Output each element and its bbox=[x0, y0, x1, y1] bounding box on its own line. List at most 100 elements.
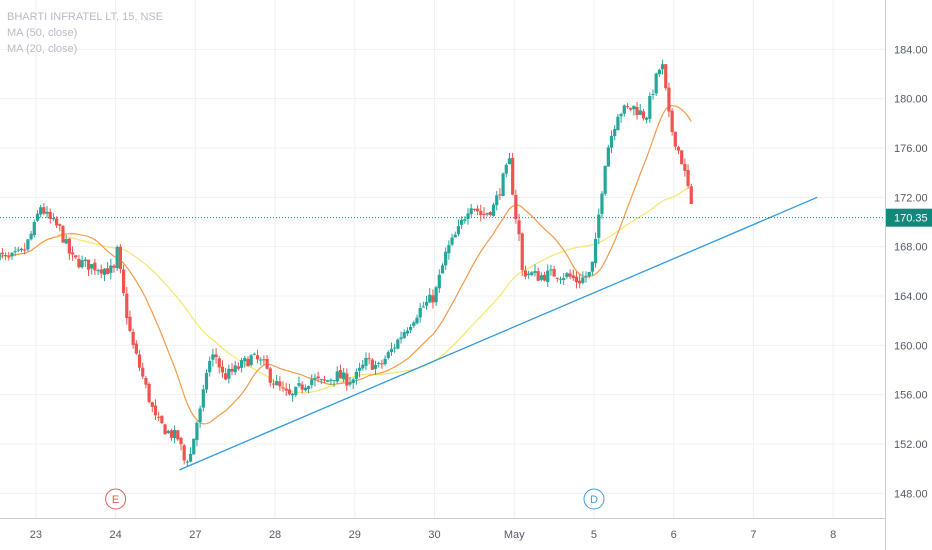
ma20-line bbox=[0, 105, 692, 425]
event-marker-label: D bbox=[590, 494, 598, 506]
candle-body bbox=[147, 383, 151, 402]
candle-body bbox=[405, 330, 410, 334]
candle-body bbox=[265, 358, 269, 369]
candle-body bbox=[26, 239, 30, 250]
candle-body bbox=[364, 358, 368, 366]
candle-body bbox=[93, 262, 97, 271]
candle-body bbox=[141, 367, 145, 377]
candle-body bbox=[10, 252, 14, 257]
candle-body bbox=[153, 405, 158, 416]
candle-body bbox=[683, 164, 687, 171]
candle-body bbox=[504, 164, 508, 174]
candle-body bbox=[638, 110, 642, 115]
candle-body bbox=[16, 249, 20, 251]
candle-body bbox=[35, 213, 40, 221]
candle-body bbox=[558, 279, 563, 281]
candle-body bbox=[641, 111, 646, 119]
candle-body bbox=[329, 379, 333, 381]
candle-body bbox=[179, 437, 183, 445]
x-tick-label: May bbox=[504, 529, 525, 541]
candle-body bbox=[345, 373, 349, 386]
candle-body bbox=[291, 393, 295, 396]
candle-body bbox=[593, 238, 598, 264]
candle-body bbox=[294, 386, 298, 396]
candle-body bbox=[389, 348, 394, 353]
candle-body bbox=[482, 213, 486, 215]
candle-body bbox=[7, 256, 11, 258]
candle-body bbox=[275, 381, 279, 386]
candle-body bbox=[501, 173, 505, 197]
candle-body bbox=[361, 364, 365, 369]
candle-body bbox=[555, 277, 559, 279]
candle-body bbox=[600, 193, 604, 214]
y-tick-label: 164.00 bbox=[894, 291, 928, 303]
candle-body bbox=[19, 248, 24, 251]
ma50-legend-label[interactable]: MA (50, close) bbox=[7, 27, 78, 39]
candle-body bbox=[48, 211, 52, 219]
candle-body bbox=[409, 326, 413, 331]
candle-body bbox=[236, 366, 240, 369]
event-marker-label: E bbox=[112, 494, 119, 506]
candle-body bbox=[469, 208, 473, 215]
candle-body bbox=[319, 379, 323, 381]
candle-body bbox=[686, 170, 690, 186]
candle-body bbox=[115, 246, 119, 269]
candle-body bbox=[517, 220, 521, 235]
candle-body bbox=[402, 332, 406, 338]
candle-body bbox=[217, 358, 221, 368]
candle-body bbox=[96, 270, 100, 272]
candle-body bbox=[144, 378, 148, 385]
candle-body bbox=[332, 380, 336, 382]
candle-body bbox=[530, 272, 534, 275]
candle-body bbox=[386, 352, 390, 358]
candle-body bbox=[300, 384, 304, 390]
candle-body bbox=[166, 430, 170, 434]
candle-body bbox=[204, 372, 209, 390]
candle-body bbox=[287, 389, 292, 395]
candle-body bbox=[125, 293, 129, 318]
candle-body bbox=[0, 252, 4, 255]
candle-body bbox=[262, 359, 266, 361]
candle-body bbox=[3, 255, 8, 257]
candle-body bbox=[479, 210, 483, 215]
candle-body bbox=[370, 359, 374, 370]
y-tick-label: 172.00 bbox=[894, 192, 928, 204]
candle-body bbox=[584, 276, 588, 278]
candle-body bbox=[635, 106, 639, 116]
ma20-legend-label[interactable]: MA (20, close) bbox=[7, 43, 78, 55]
candle-body bbox=[367, 358, 371, 360]
candle-body bbox=[80, 260, 84, 268]
candle-body bbox=[536, 271, 540, 281]
candle-body bbox=[447, 245, 451, 254]
candle-body bbox=[542, 274, 547, 281]
candle-body bbox=[246, 359, 250, 367]
candle-body bbox=[613, 128, 617, 137]
candle-body bbox=[546, 270, 550, 283]
candle-body bbox=[472, 208, 476, 210]
candle-body bbox=[549, 269, 553, 271]
candle-body bbox=[233, 365, 237, 373]
symbol-title[interactable]: BHARTI INFRATEL LT, 15, NSE bbox=[7, 11, 164, 23]
candle-body bbox=[173, 430, 177, 439]
candle-body bbox=[380, 363, 384, 365]
grid bbox=[0, 0, 885, 518]
candle-body bbox=[176, 430, 180, 440]
x-tick-label: 27 bbox=[189, 529, 201, 541]
candle-body bbox=[629, 107, 633, 110]
event-marker-e bbox=[105, 488, 127, 510]
candle-body bbox=[67, 238, 71, 254]
x-tick-label: 24 bbox=[109, 529, 121, 541]
candle-body bbox=[259, 359, 263, 361]
candle-body bbox=[415, 317, 419, 324]
candle-body bbox=[434, 287, 438, 303]
candle-body bbox=[587, 271, 591, 277]
candle-body bbox=[424, 301, 429, 306]
candle-body bbox=[208, 360, 212, 373]
candle-body bbox=[581, 277, 585, 283]
candle-body bbox=[651, 94, 655, 96]
candle-body bbox=[377, 363, 381, 365]
candle-body bbox=[351, 379, 355, 384]
candle-body bbox=[58, 224, 62, 226]
candle-body bbox=[160, 415, 164, 424]
